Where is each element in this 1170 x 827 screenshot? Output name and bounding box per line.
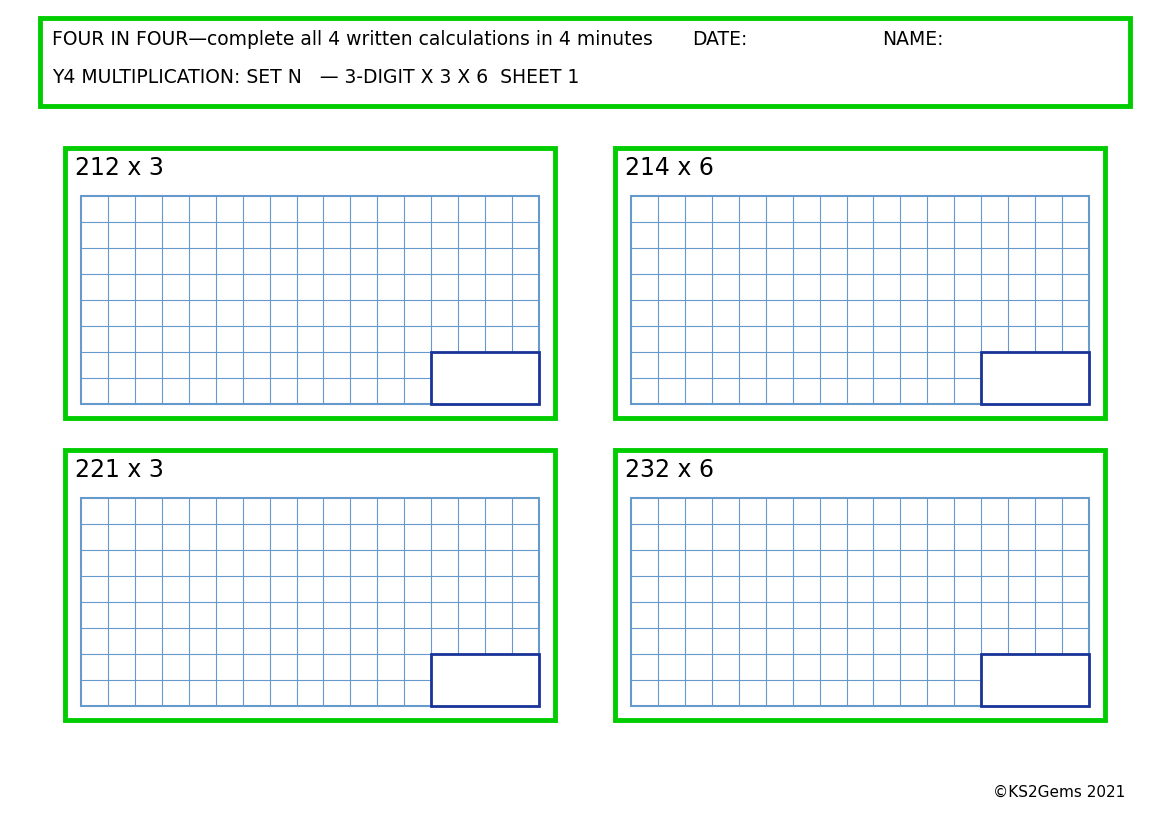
Bar [631, 196, 1089, 404]
Bar [615, 450, 1104, 720]
Bar [81, 498, 539, 706]
Text: 214 x 6: 214 x 6 [625, 156, 714, 180]
Bar [66, 450, 555, 720]
Bar [982, 654, 1089, 706]
Bar [66, 148, 555, 418]
Text: FOUR IN FOUR—complete all 4 written calculations in 4 minutes: FOUR IN FOUR—complete all 4 written calc… [51, 30, 653, 49]
Bar [615, 148, 1104, 418]
Text: NAME:: NAME: [882, 30, 943, 49]
Text: Y4 MULTIPLICATION: SET N   — 3-DIGIT X 3 X 6  SHEET 1: Y4 MULTIPLICATION: SET N — 3-DIGIT X 3 X… [51, 68, 579, 87]
Bar [631, 498, 1089, 706]
Text: DATE:: DATE: [691, 30, 748, 49]
Bar [432, 352, 539, 404]
Text: 232 x 6: 232 x 6 [625, 458, 714, 482]
Text: 221 x 3: 221 x 3 [75, 458, 164, 482]
Bar [432, 654, 539, 706]
Text: ©KS2Gems 2021: ©KS2Gems 2021 [993, 785, 1126, 800]
Bar [81, 196, 539, 404]
Bar [982, 352, 1089, 404]
Bar [40, 18, 1130, 106]
Text: 212 x 3: 212 x 3 [75, 156, 164, 180]
